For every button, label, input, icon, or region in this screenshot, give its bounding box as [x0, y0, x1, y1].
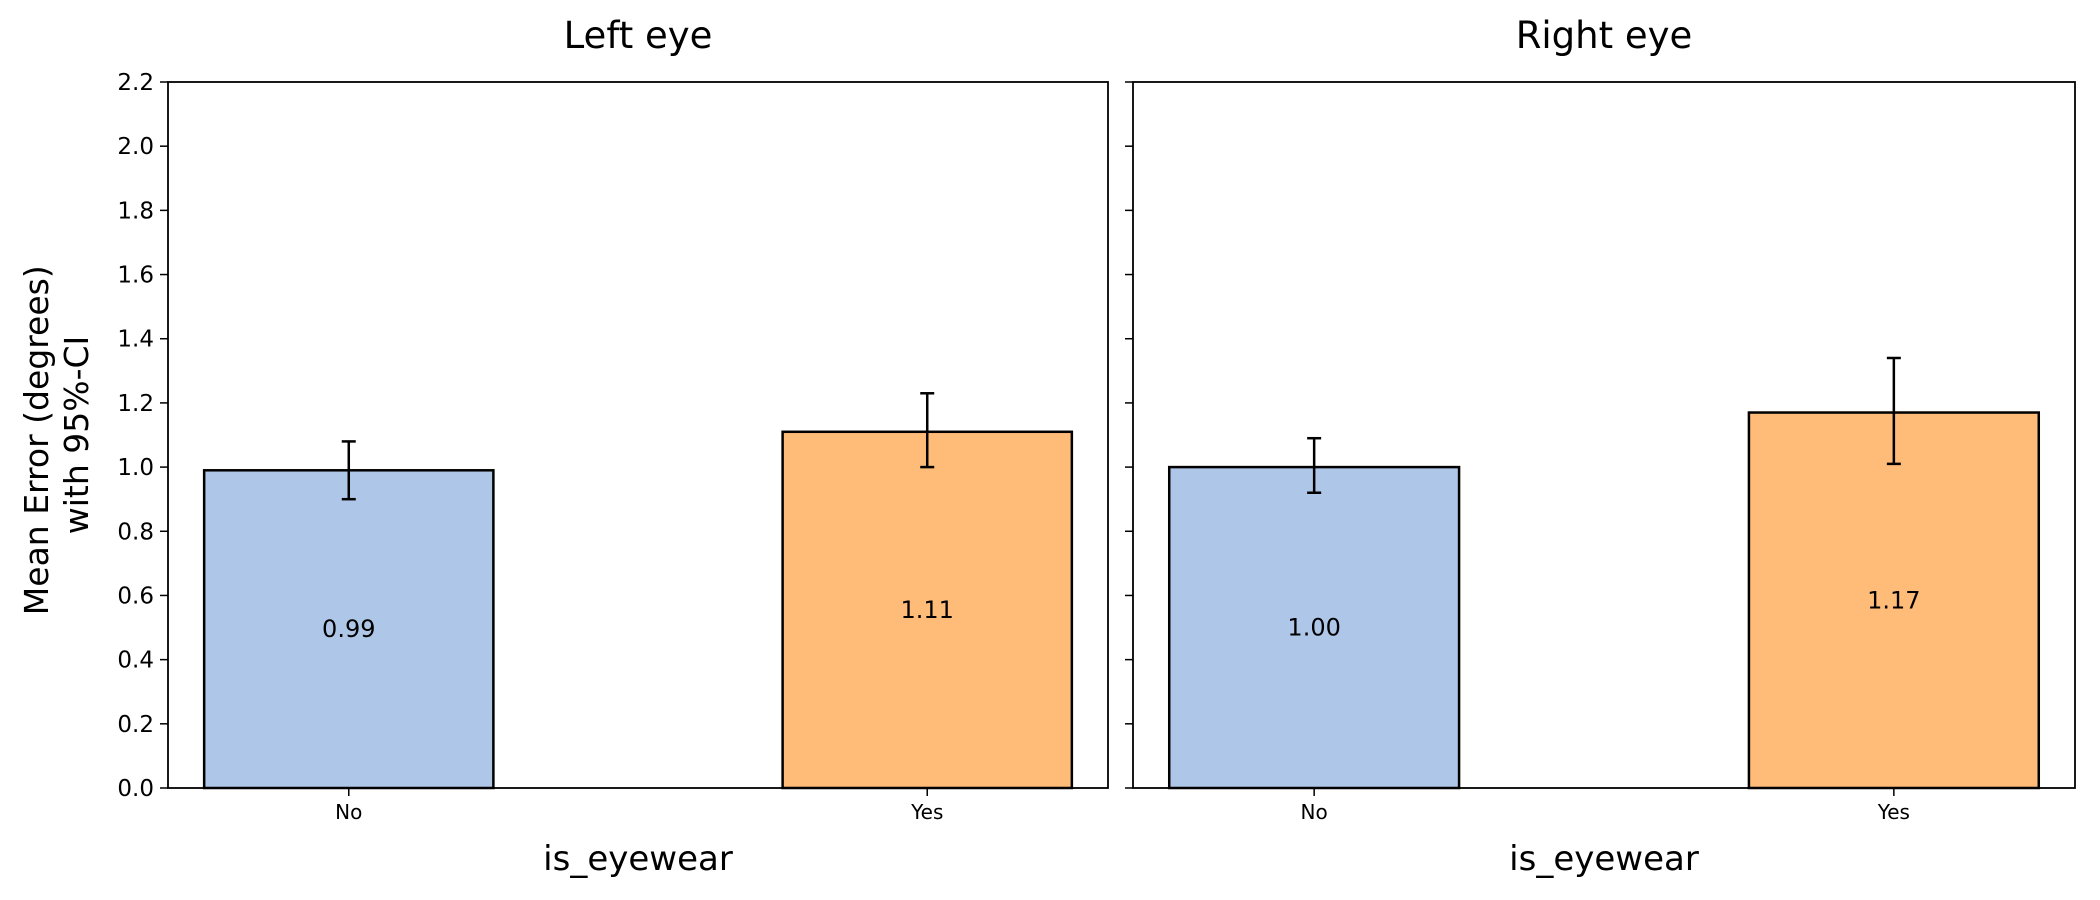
y-tick-label: 1.8	[117, 198, 154, 224]
plot-frame	[167, 81, 1109, 789]
data-label: 1.11	[901, 596, 954, 624]
data-label: 1.00	[1287, 614, 1340, 642]
y-tick-label: 0.0	[117, 776, 154, 802]
panel-title: Right eye	[1516, 14, 1693, 57]
y-axis-label-line-1: Mean Error (degrees)	[17, 265, 56, 615]
x-tick-label: Yes	[910, 800, 943, 824]
x-axis-label: is_eyewear	[543, 839, 733, 879]
panel-1: Left eye 0.0 0.2 0.4 0.6 0.8 1.0 1.2 1.4 1.6 1.8 2.…	[117, 14, 1109, 879]
data-label: 0.99	[322, 615, 375, 643]
panel-title: Left eye	[564, 14, 713, 57]
bar-no	[202, 469, 495, 790]
chart-panels: Left eye 0.0 0.2 0.4 0.6 0.8 1.0 1.2 1.4 1.6 1.8 2.…	[117, 14, 2076, 879]
y-tick-label: 1.0	[117, 455, 154, 481]
x-tick-label: No	[1301, 800, 1328, 824]
y-tick-label: 0.8	[117, 519, 154, 545]
y-tick-label: 0.2	[117, 712, 154, 738]
x-tick-label: Yes	[1877, 800, 1910, 824]
y-tick-label: 2.2	[117, 70, 154, 96]
bar-no	[1167, 465, 1461, 790]
plot-frame	[1132, 81, 2076, 789]
y-tick-label: 0.6	[117, 583, 154, 609]
x-axis-label: is_eyewear	[1509, 839, 1699, 879]
x-tick-label: No	[335, 800, 362, 824]
panel-2: Right eye 1.00 No 1.17 Yes is_eyewear	[1125, 14, 2076, 879]
y-tick-label: 1.4	[117, 327, 154, 353]
y-axis-label-line-2: with 95%-CI	[57, 336, 96, 535]
y-tick-label: 0.4	[117, 648, 154, 674]
bar-yes	[781, 430, 1074, 790]
y-tick-label: 1.2	[117, 391, 154, 417]
data-label: 1.17	[1867, 586, 1920, 614]
y-tick-label: 2.0	[117, 134, 154, 160]
y-tick-label: 1.6	[117, 263, 154, 289]
y-axis-label: Mean Error (degrees) with 95%-CI	[17, 255, 96, 615]
bar-yes	[1747, 411, 2041, 790]
